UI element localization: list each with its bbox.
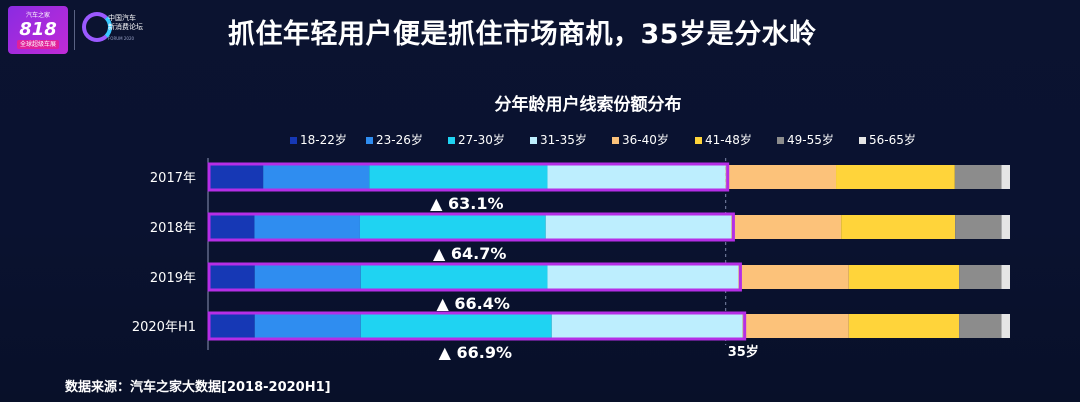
bar-segment bbox=[836, 165, 955, 189]
bar-segment bbox=[848, 314, 960, 338]
bar-segment bbox=[955, 215, 1002, 239]
bar-segment bbox=[959, 265, 1002, 289]
highlight-box bbox=[207, 311, 747, 341]
bar-segment bbox=[359, 215, 546, 239]
bar-segment bbox=[254, 314, 361, 338]
logo-divider bbox=[74, 10, 75, 50]
legend-label: 36-40岁 bbox=[622, 132, 669, 147]
share-annotation: ▲ 64.7% bbox=[433, 244, 506, 263]
reference-line-label: 35岁 bbox=[728, 344, 759, 360]
highlight-box bbox=[207, 162, 730, 192]
bar-segment bbox=[742, 314, 849, 338]
legend-swatch bbox=[777, 137, 784, 144]
bar-segment bbox=[263, 165, 370, 189]
legend-label: 49-55岁 bbox=[787, 132, 834, 147]
bar-segment bbox=[731, 215, 842, 239]
highlight-box bbox=[207, 262, 742, 292]
bar-segment bbox=[1001, 314, 1010, 338]
page-title: 抓住年轻用户便是抓住市场商机，35岁是分水岭 bbox=[228, 19, 817, 50]
bar-segment bbox=[1001, 265, 1010, 289]
logo-number: 818 bbox=[19, 18, 57, 40]
highlight-box bbox=[207, 212, 735, 242]
legend-label: 27-30岁 bbox=[458, 132, 505, 147]
bar-segment bbox=[725, 165, 837, 189]
bar-segment bbox=[959, 314, 1002, 338]
share-annotation: ▲ 63.1% bbox=[430, 194, 503, 213]
forum-name-en: FORUM 2020 bbox=[108, 36, 135, 41]
bar-segment bbox=[208, 265, 255, 289]
bar-segment bbox=[848, 265, 960, 289]
category-label: 2019年 bbox=[150, 271, 196, 286]
logo-top-text: 汽车之家 bbox=[25, 11, 50, 19]
bar-segment bbox=[208, 314, 255, 338]
legend-swatch bbox=[612, 137, 619, 144]
bar-segment bbox=[954, 165, 1002, 189]
legend-label: 23-26岁 bbox=[376, 132, 423, 147]
forum-name: 中国汽车 新消费论坛 bbox=[108, 14, 143, 32]
legend-label: 56-65岁 bbox=[869, 132, 916, 147]
bar-segment bbox=[551, 314, 743, 338]
legend-swatch bbox=[695, 137, 702, 144]
chart-title: 分年龄用户线索份额分布 bbox=[495, 94, 682, 115]
bar-segment bbox=[369, 165, 548, 189]
forum-logo: 中国汽车 新消费论坛 FORUM 2020 bbox=[82, 10, 192, 50]
bar-segment bbox=[1001, 165, 1010, 189]
category-label: 2017年 bbox=[150, 171, 196, 186]
legend-swatch bbox=[859, 137, 866, 144]
bar-segment bbox=[360, 314, 552, 338]
bar-segment bbox=[545, 215, 732, 239]
forum-ring-icon bbox=[82, 12, 112, 42]
legend-swatch bbox=[366, 137, 373, 144]
category-label: 2018年 bbox=[150, 221, 196, 236]
bar-segment bbox=[547, 265, 739, 289]
bar-segment bbox=[738, 265, 849, 289]
bar-segment bbox=[254, 215, 360, 239]
data-source-note: 数据来源：汽车之家大数据[2018-2020H1] bbox=[65, 380, 331, 395]
bar-segment bbox=[547, 165, 726, 189]
category-label: 2020年H1 bbox=[132, 320, 196, 335]
legend-swatch bbox=[290, 137, 297, 144]
bar-segment bbox=[841, 215, 956, 239]
bar-segment bbox=[254, 265, 361, 289]
forum-name-line1: 中国汽车 bbox=[108, 14, 136, 22]
logo-sub-text: 全球超级车展 bbox=[16, 39, 59, 49]
forum-name-line2: 新消费论坛 bbox=[108, 23, 143, 31]
legend-label: 31-35岁 bbox=[540, 132, 587, 147]
legend-swatch bbox=[530, 137, 537, 144]
bar-segment bbox=[208, 165, 264, 189]
share-annotation: ▲ 66.9% bbox=[439, 343, 512, 362]
legend-label: 18-22岁 bbox=[300, 132, 347, 147]
legend-label: 41-48岁 bbox=[705, 132, 752, 147]
bar-segment bbox=[1001, 215, 1010, 239]
autohome-818-logo: 汽车之家 818 全球超级车展 bbox=[8, 6, 68, 54]
share-annotation: ▲ 66.4% bbox=[437, 294, 510, 313]
bar-segment bbox=[208, 215, 255, 239]
legend-swatch bbox=[448, 137, 455, 144]
bar-segment bbox=[360, 265, 548, 289]
